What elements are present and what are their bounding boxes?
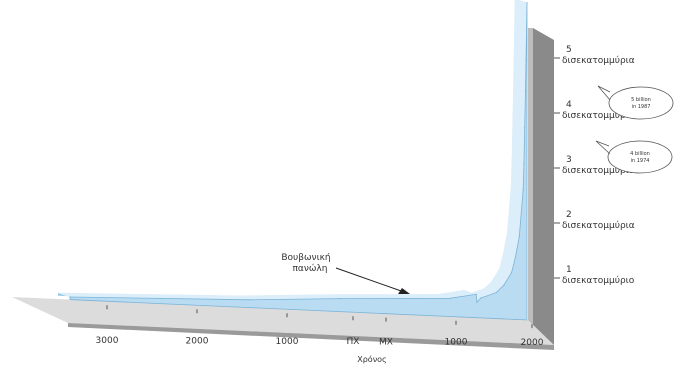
callout-1974-line2: in 1974 [631, 158, 650, 164]
data-point [249, 299, 251, 301]
callout-1974: 4 billion in 1974 [595, 140, 673, 174]
data-point [475, 293, 477, 295]
chart-floor [12, 297, 554, 345]
callout-arrow-1974 [595, 140, 611, 155]
y-tick-label: δισεκατομμύρια [562, 55, 635, 66]
callout-arrow-1987 [597, 85, 611, 101]
y-tick-label: δισεκατομμύριο [562, 275, 635, 286]
data-point [526, 2, 528, 4]
callout-1987-line2: in 1987 [632, 104, 651, 110]
callout-1974-line1: 4 billion [630, 151, 650, 157]
data-point [503, 284, 505, 286]
x-tick-label: 3000 [96, 336, 119, 346]
data-point [518, 235, 520, 238]
area-layer [57, 0, 528, 321]
plague-arrow-line [335, 267, 405, 293]
data-point [511, 271, 513, 274]
y-tick-number: 3 [566, 155, 572, 165]
data-point [522, 189, 524, 191]
callout-bubble-1987 [608, 86, 674, 120]
back-wall-face [528, 28, 533, 333]
x-tick-label: 2000 [186, 336, 209, 346]
y-axis: 1δισεκατομμύριο2δισεκατομμύρια3δισεκατομ… [554, 45, 635, 286]
data-point [524, 126, 526, 129]
x-tick-label: 2000 [521, 338, 544, 348]
y-tick-number: 1 [566, 265, 572, 275]
data-point [339, 298, 341, 300]
x-tick-label: ΜΧ [379, 337, 393, 347]
area-depth [58, 0, 515, 316]
x-axis: 3000 2000 1000 ΠΧ ΜΧ 1000 2000 [96, 305, 544, 348]
plague-label-line1: Βουβωνική [281, 253, 330, 263]
area-top-facet [513, 0, 528, 61]
area-top-facet [513, 55, 527, 92]
x-axis-title: Χρόνος [357, 354, 387, 364]
y-tick-number: 5 [566, 45, 572, 55]
y-tick-label: δισεκατομμύρια [562, 110, 635, 121]
data-point [69, 296, 71, 298]
y-tick-number: 2 [566, 210, 572, 220]
data-point [514, 256, 517, 258]
x-tick-label: ΠΧ [347, 337, 360, 347]
data-point [159, 297, 161, 299]
x-tick-label: 1000 [445, 338, 468, 348]
data-point [480, 297, 482, 299]
area-top-facet [512, 86, 526, 128]
y-tick-label: δισεκατομμύρια [562, 165, 635, 176]
callout-1987-line1: 5 billion [631, 97, 651, 103]
area-front-face [69, 2, 528, 321]
data-point [524, 90, 527, 92]
back-wall [533, 28, 554, 345]
floor-front-edge [68, 323, 554, 350]
data-point [525, 59, 527, 61]
area-top-facet [510, 159, 525, 191]
data-point [523, 163, 525, 165]
x-tick-label: 1000 [276, 337, 299, 347]
callout-1987: 5 billion in 1987 [597, 85, 674, 120]
callout-bubble-1974 [607, 140, 673, 174]
data-point [476, 301, 478, 303]
data-point [495, 291, 497, 294]
plague-arrow-head [398, 288, 410, 294]
area-top-facet [511, 123, 525, 165]
y-tick-number: 4 [566, 100, 572, 110]
plague-label-line2: πανώλη [293, 263, 328, 274]
data-point [449, 297, 451, 299]
y-tick-label: δισεκατομμύρια [562, 220, 635, 231]
plague-annotation: Βουβωνική πανώλη [281, 253, 410, 294]
